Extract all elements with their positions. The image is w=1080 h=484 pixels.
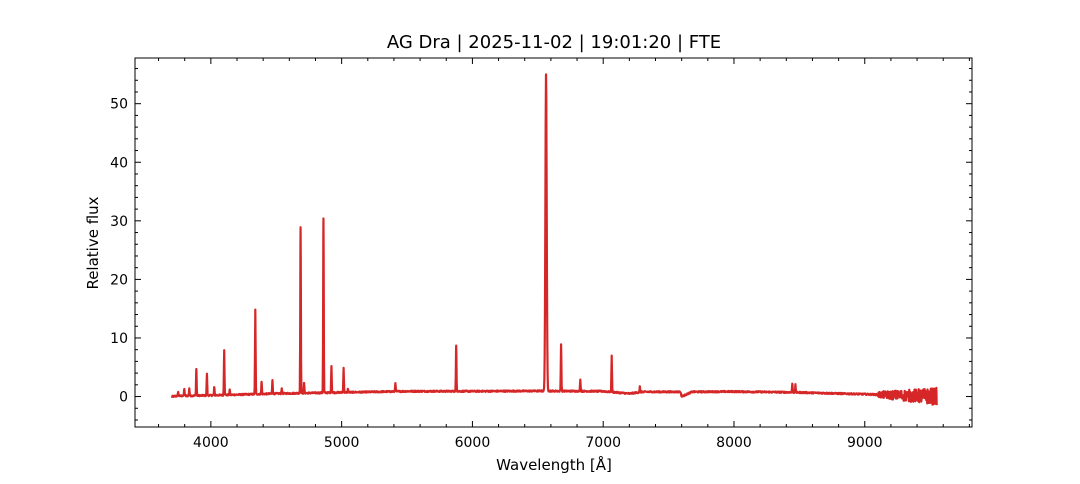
x-tick-label: 6000 — [455, 435, 491, 451]
spectrum-line — [170, 73, 938, 406]
x-tick-label: 5000 — [324, 435, 360, 451]
plot-frame — [134, 57, 973, 428]
y-axis-label: Relative flux — [84, 196, 102, 289]
y-tick-label: 30 — [110, 214, 128, 230]
y-tick-label: 50 — [110, 97, 128, 113]
y-tick-label: 10 — [110, 331, 128, 347]
axes-layer: 4000 5000 6000 7000 8000 9000 0 10 20 30 40 50 — [110, 57, 973, 451]
y-tick-label: 0 — [119, 390, 128, 406]
chart-title: AG Dra | 2025-11-02 | 19:01:20 | FTE — [387, 32, 721, 53]
x-tick-label: 9000 — [847, 435, 883, 451]
x-tick-label: 4000 — [193, 435, 229, 451]
spectrum-layer — [170, 73, 938, 406]
y-tick-label: 20 — [110, 272, 128, 288]
x-tick-label: 8000 — [716, 435, 752, 451]
y-tick-label: 40 — [110, 155, 128, 171]
x-axis-label: Wavelength [Å] — [496, 455, 612, 474]
x-tick-label: 7000 — [585, 435, 621, 451]
